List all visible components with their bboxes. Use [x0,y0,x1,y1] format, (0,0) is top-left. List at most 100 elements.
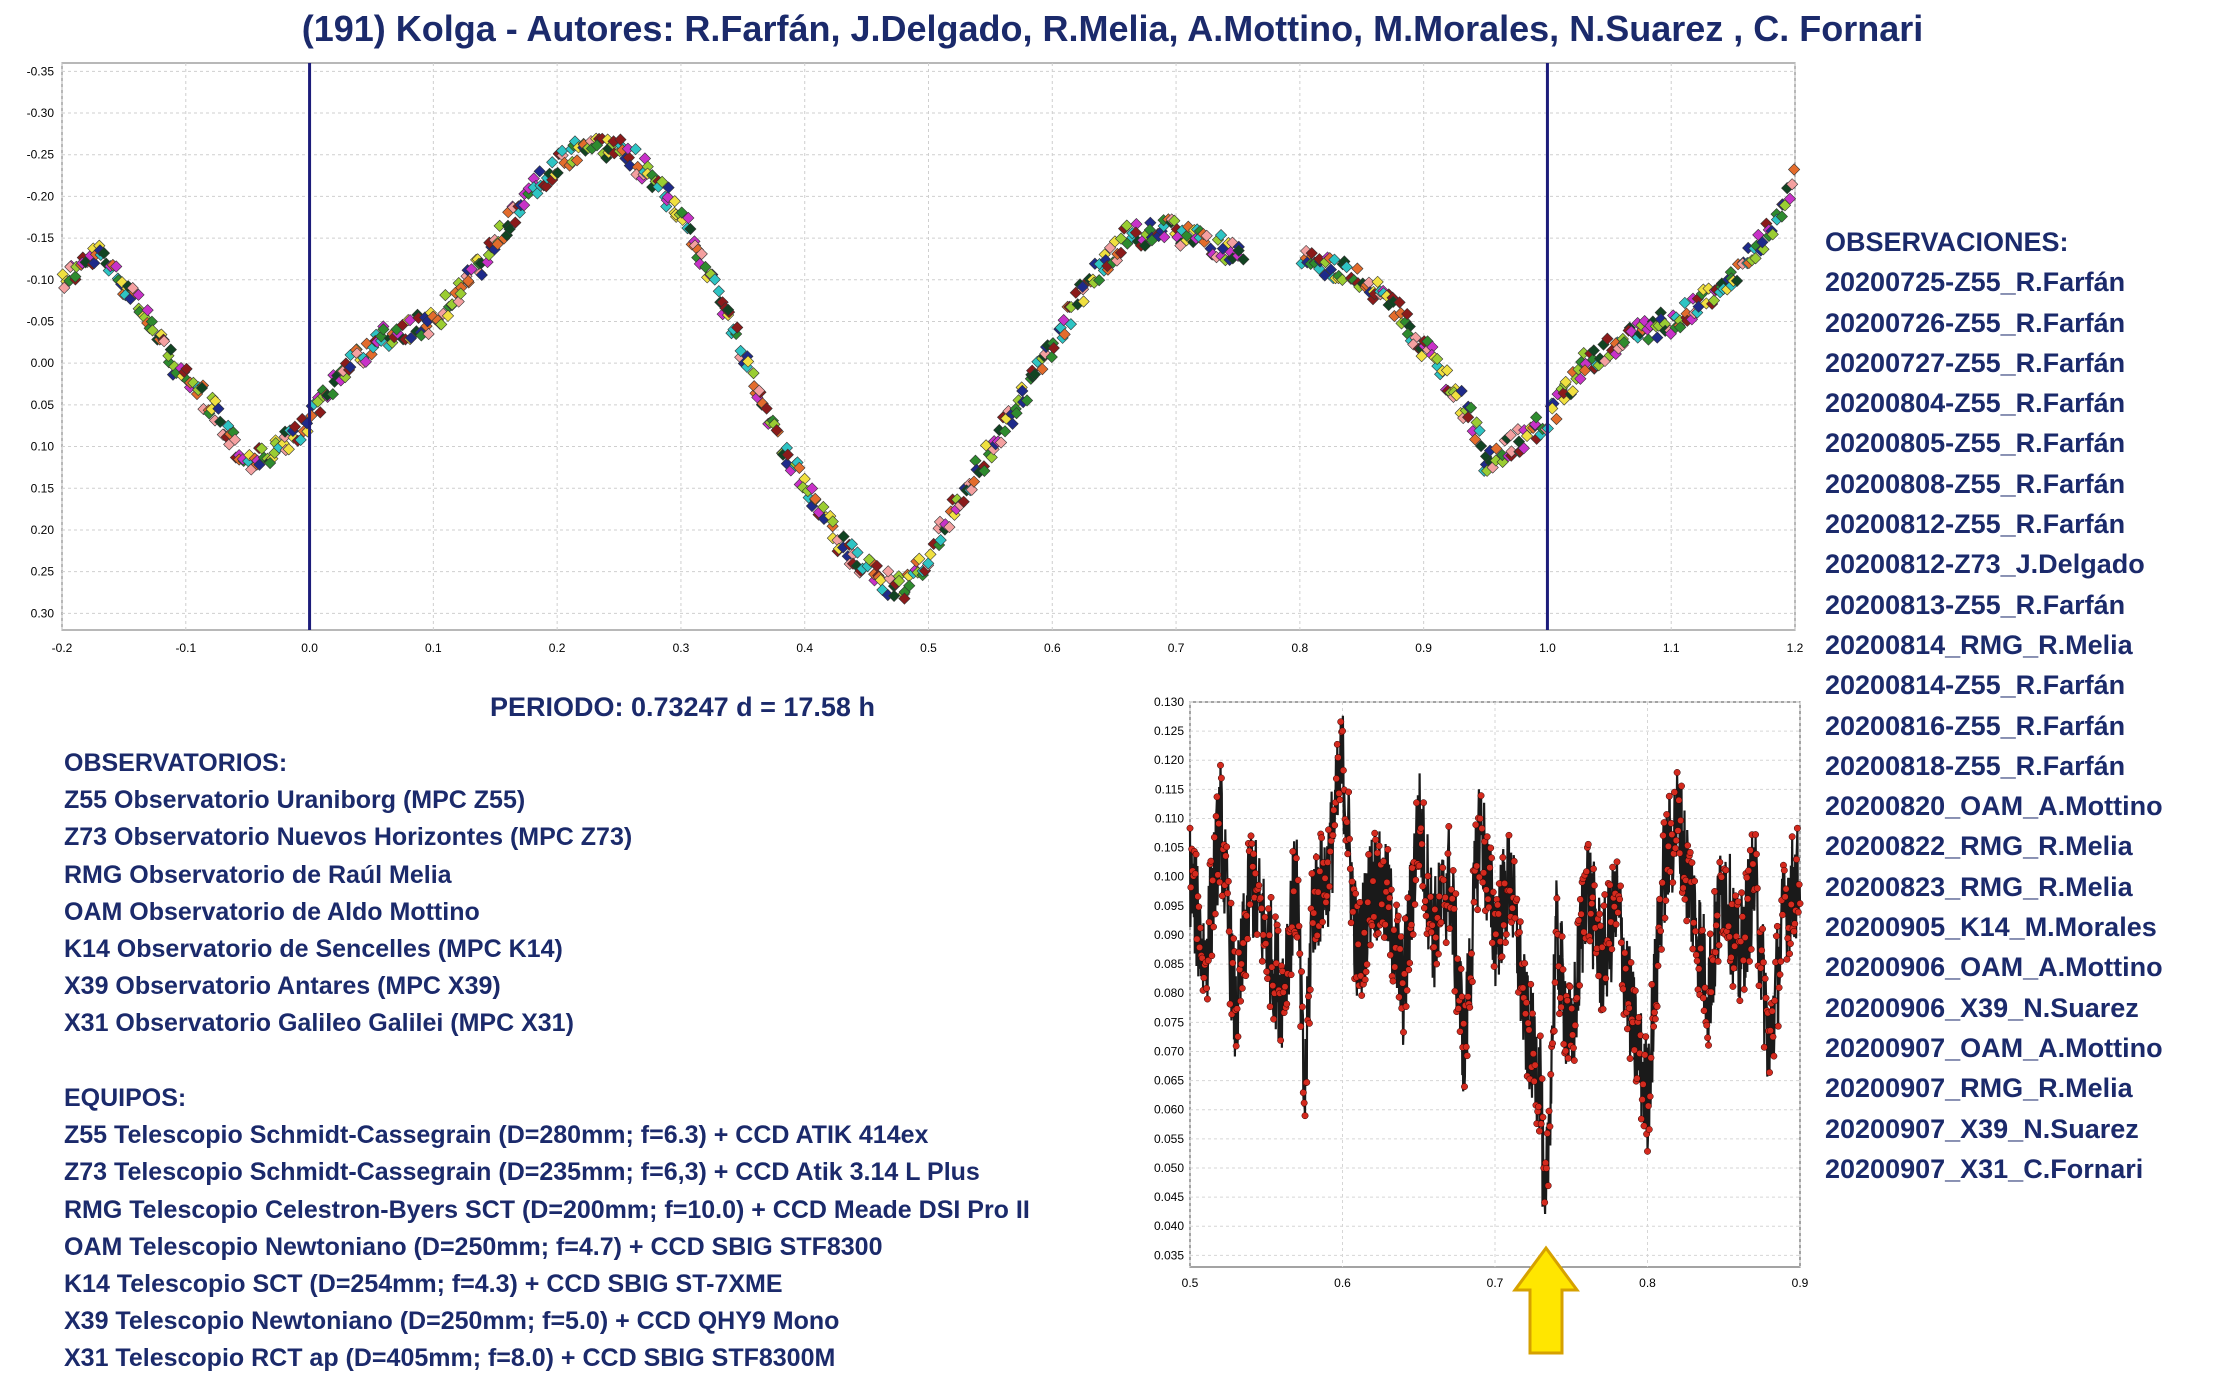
y-tick-label: 0.15 [31,481,55,495]
periodogram-point [1468,950,1475,958]
observacion-item: 20200805-Z55_R.Farfán [1825,428,2126,459]
periodogram-point [1627,959,1635,966]
periodogram-point [1664,842,1672,850]
data-point [656,175,669,188]
periodogram-point [1734,898,1742,906]
data-point [1180,229,1193,242]
data-point [503,223,516,236]
periodogram-point [1200,974,1208,982]
periodogram-point [1563,997,1571,1005]
periodogram-point [1558,933,1566,940]
periodogram-point [1614,909,1622,916]
periodogram-point [1722,866,1730,874]
periodogram-point [1417,824,1425,832]
data-point [1587,344,1600,357]
periodogram-point [1492,930,1500,938]
data-point [1642,333,1655,346]
y-tick-label: 0.065 [1154,1074,1184,1088]
periodogram-point [1671,844,1679,852]
periodogram-point [1596,910,1604,918]
y-tick-label: 0.050 [1154,1161,1184,1175]
periodogram-point [1310,909,1318,917]
periodogram-point [1760,1043,1768,1051]
data-point [1530,411,1543,424]
data-point [1546,402,1559,415]
periodogram-point [1506,887,1514,895]
periodogram-point [1404,894,1412,902]
observatorio-item: X31 Observatorio Galileo Galilei (MPC X3… [64,1009,574,1038]
periodogram-point [1266,1003,1274,1011]
periodogram-point [1566,983,1574,991]
y-tick-label: 0.110 [1155,811,1184,825]
periodogram-point [1343,818,1351,826]
periodogram-point [1529,1010,1536,1018]
periodogram-point [1736,997,1744,1005]
periodogram-point [1421,897,1429,905]
x-tick-label: 0.6 [1044,641,1061,655]
periodogram-point [1782,885,1790,893]
periodogram-point [1381,921,1389,929]
periodogram-point [1549,1039,1556,1047]
data-point [741,355,755,368]
y-tick-label: 0.130 [1154,695,1184,709]
periodogram-point [1762,994,1770,1002]
data-point [922,557,935,570]
y-tick-label: 0.30 [31,606,55,620]
periodogram-point [1500,921,1508,929]
periodogram-point [1312,853,1320,861]
observacion-item: 20200816-Z55_R.Farfán [1825,710,2126,741]
periodogram-point [1584,840,1592,848]
periodogram-point [1529,1050,1537,1058]
data-point [1016,384,1029,398]
data-point [1200,229,1213,242]
observacion-item: 20200820_OAM_A.Mottino [1825,791,2163,822]
periodogram-point [1439,864,1447,872]
periodogram-point [1314,888,1322,896]
periodogram-point [1732,892,1739,900]
periodogram-point [1208,952,1216,960]
data-point [435,318,448,331]
periodogram-point [1714,957,1722,965]
periodogram-point [1571,1021,1579,1029]
data-point [1756,236,1769,249]
data-point [546,156,559,169]
y-tick-label: 0.115 [1155,782,1184,796]
data-point [1559,375,1572,389]
periodogram-point [1573,994,1581,1002]
y-tick-label: 0.045 [1154,1190,1184,1204]
periodogram-point [1283,1000,1291,1008]
data-point [1618,336,1631,349]
periodogram-point [1348,878,1356,886]
periodogram-point [1482,886,1490,894]
periodogram-point [1217,761,1224,769]
periodogram-point [1447,886,1455,894]
periodogram-point [1619,985,1627,993]
periodogram-point [1203,995,1211,1003]
periodogram-point [1625,1004,1633,1012]
periodogram-point [1738,889,1746,897]
periodogram-point [1308,870,1316,878]
periodogram-point [1535,1103,1543,1111]
periodogram-point [1405,966,1413,974]
data-point [1651,331,1664,344]
periodogram-point [1659,832,1667,839]
periodogram-point [1384,846,1392,853]
periodogram-point [1244,935,1251,943]
periodogram-point [1434,950,1442,958]
observacion-item: 20200814-Z55_R.Farfán [1825,670,2126,701]
observacion-item: 20200906_X39_N.Suarez [1825,992,2139,1023]
periodogram-point [1786,950,1793,958]
data-point [1440,364,1454,377]
periodogram-point [1292,854,1300,862]
periodogram-point [1542,1164,1550,1172]
periodogram-point [1186,824,1194,832]
data-point [826,515,839,528]
periodogram-point [1681,895,1689,903]
periodogram-point [1537,1120,1545,1128]
data-point [1077,295,1090,308]
data-point [1766,228,1779,241]
periodogram-point [1319,918,1326,926]
periodogram-point [1729,982,1737,990]
periodogram-point [1487,844,1495,852]
periodogram-point [1617,939,1625,947]
